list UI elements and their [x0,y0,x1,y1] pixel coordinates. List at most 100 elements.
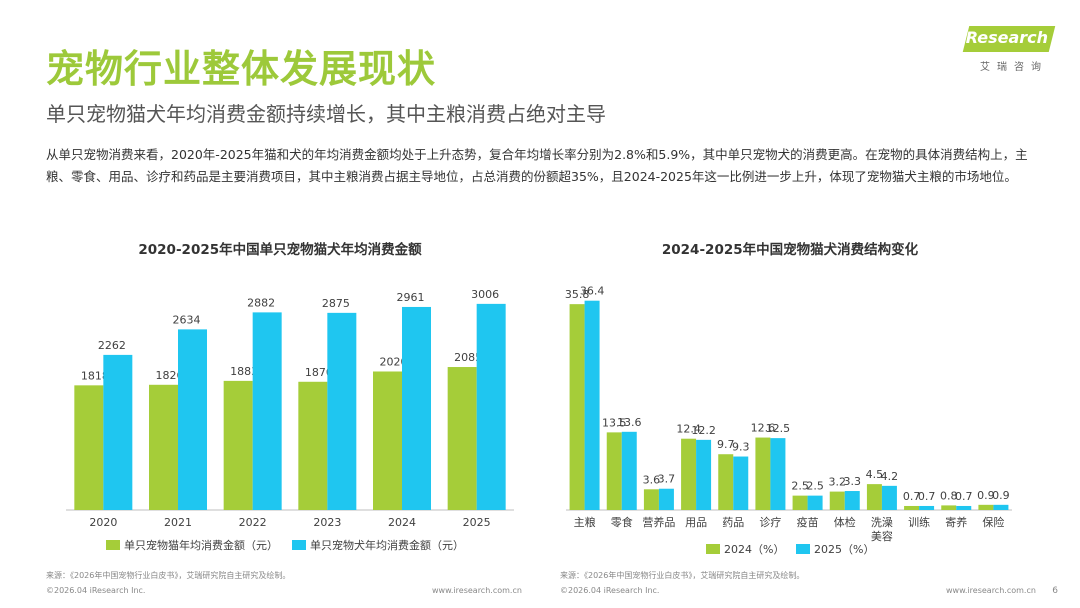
chart2-bar-2024（%） [718,454,734,510]
chart2-bar-2024（%） [755,437,771,510]
chart2-bar-2024（%） [792,495,808,510]
chart2-bar-2024（%） [941,505,957,510]
chart2-tick-label: 训练 [908,515,930,529]
chart2-data-label: 0.9 [977,489,995,502]
chart2-tick-label: 主粮 [574,515,596,529]
chart1-bar-单只宠物犬年均消费金额（元） [402,306,431,510]
chart2-bar-2024（%） [829,491,845,510]
chart2-legend-swatch [796,544,810,554]
page-subtitle: 单只宠物猫犬年均消费金额持续增长，其中主粮消费占绝对主导 [46,102,606,126]
chart2-bar-2024（%） [606,432,622,510]
chart1-data-label: 1883 [230,365,258,378]
chart2-data-label: 36.4 [580,285,605,298]
iresearch-logo: iResearch 艾瑞咨询 [960,26,1058,74]
page-title: 宠物行业整体发展现状 [46,47,437,91]
chart2-tick-label: 保险 [982,515,1004,529]
chart2-legend-label: 2024（%） [724,543,784,556]
chart2-bar-2024（%） [866,484,882,510]
chart1-legend-label: 单只宠物犬年均消费金额（元） [310,538,464,552]
chart2-bar-2025（%） [919,505,935,510]
chart1-bar-单只宠物猫年均消费金额（元） [447,367,477,510]
chart2-data-label: 0.7 [918,490,936,503]
chart2-bar-2025（%） [696,439,712,510]
chart1-tick-label: 2021 [164,516,192,529]
footer-right-source: 来源：《2026年中国宠物行业白皮书》，艾瑞研究院自主研究及绘制。 [560,571,805,580]
chart1-data-label: 2262 [98,339,126,352]
chart1-legend-swatch [292,540,306,550]
chart2-data-label: 2.5 [806,480,824,493]
chart2-tick-label: 零食 [611,515,633,529]
chart2-tick-label: 洗澡 [871,516,893,529]
footer-left-source: 来源：《2026年中国宠物行业白皮书》，艾瑞研究院自主研究及绘制。 [46,571,291,580]
chart2-data-label: 0.8 [940,489,958,502]
chart2-tick-label: 寄养 [945,515,967,529]
chart1-data-label: 2882 [247,296,275,309]
chart2-bar-2025（%） [733,456,749,510]
chart2-tick-label: 疫苗 [797,515,819,529]
chart1-bar-单只宠物犬年均消费金额（元） [252,312,282,510]
chart2-data-label: 35.8 [565,288,590,301]
footer-left-copyright: ©2026.04 iResearch Inc. [46,586,146,595]
chart1-bar-单只宠物犬年均消费金额（元） [178,329,207,510]
chart2-legend-label: 2025（%） [814,543,874,556]
page-description: 从单只宠物消费来看，2020年-2025年猫和犬的年均消费金额均处于上升态势，复… [46,147,1028,184]
chart1-tick-label: 2020 [89,516,117,529]
chart2-data-label: 3.2 [829,476,847,489]
chart2-data-label: 12.5 [766,422,791,435]
chart2-bar-2025（%） [993,504,1009,510]
chart1-data-label: 1870 [305,366,333,379]
chart2-data-label: 0.9 [992,489,1010,502]
chart2-data-label: 9.7 [717,438,735,451]
chart2-bar-2025（%） [584,300,600,510]
chart2-data-label: 13.6 [617,416,642,429]
logo-cn-text: 艾瑞咨询 [980,62,1048,73]
chart2-bar-2024（%） [978,504,994,510]
chart1-legend-swatch [106,540,120,550]
chart1-data-label: 1826 [156,369,184,382]
logo-text: iResearch [960,28,1048,47]
chart2-legend-swatch [706,544,720,554]
chart2-bar-2025（%） [621,431,637,510]
chart1-tick-label: 2022 [239,516,267,529]
chart2-bar-2025（%） [844,491,860,510]
chart2-data-label: 3.3 [844,475,862,488]
chart1-bar-单只宠物猫年均消费金额（元） [74,385,104,510]
chart1-bar-单只宠物猫年均消费金额（元） [149,384,178,510]
chart1-data-label: 2020 [380,355,408,368]
chart2-data-label: 3.6 [643,473,661,486]
chart2-tick-label: 用品 [685,516,707,529]
footer-right-url[interactable]: www.iresearch.com.cn [946,586,1036,595]
chart2-bar-2025（%） [807,495,823,510]
chart2-data-label: 9.3 [732,441,750,454]
chart2-data-label: 12.6 [751,422,776,435]
footer-left-url[interactable]: www.iresearch.com.cn [432,586,522,595]
chart1-data-label: 2875 [322,297,350,310]
chart2-bar-2024（%） [643,489,659,510]
chart1-bar-单只宠物犬年均消费金额（元） [103,354,133,510]
chart2-data-label: 3.7 [658,473,676,486]
chart1-bar-单只宠物猫年均消费金额（元） [223,380,253,510]
chart2-tick-label: 诊疗 [759,515,781,529]
chart1-data-label: 3006 [471,288,499,301]
chart2-data-label: 2.5 [791,480,809,493]
chart1-data-label: 2961 [397,291,425,304]
chart2-data-label: 0.7 [955,490,973,503]
chart1-bar-单只宠物猫年均消费金额（元） [373,371,402,510]
chart2-bar-2024（%） [681,438,697,510]
page-number: 6 [1052,586,1058,596]
chart2-data-label: 12.4 [676,423,701,436]
chart1-tick-label: 2025 [463,516,491,529]
chart1-bar-单只宠物犬年均消费金额（元） [476,303,506,510]
footer-right-copyright: ©2026.04 iResearch Inc. [560,586,660,595]
chart2-data-label: 0.7 [903,490,921,503]
chart2-data-label: 4.5 [866,468,884,481]
chart1-bar-单只宠物犬年均消费金额（元） [327,312,357,510]
chart2-data-label: 13.5 [602,416,627,429]
chart2-bar-2025（%） [770,438,786,510]
chart2-bar-2025（%） [881,485,897,510]
chart2-bar-2024（%） [904,505,920,510]
chart2-data-label: 12.2 [691,424,716,437]
chart2-bar-2025（%） [658,488,674,510]
